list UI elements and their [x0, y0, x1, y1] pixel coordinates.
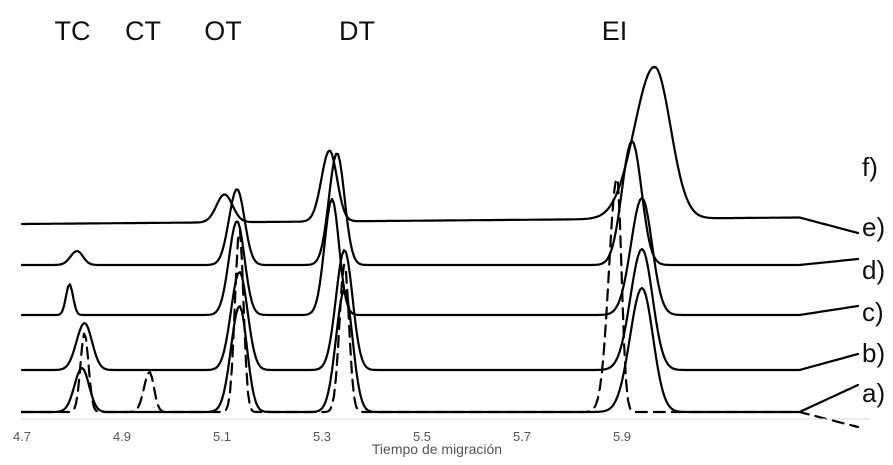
peak-label-ot: OT [204, 16, 242, 46]
x-tick-label: 5.1 [213, 429, 231, 444]
trace-f [20, 65, 860, 235]
trace-c [20, 247, 860, 372]
x-tick-label: 5.5 [413, 429, 431, 444]
peak-labels: TC CT OT DT EI [55, 16, 628, 46]
x-tick-label: 4.9 [113, 429, 131, 444]
trace-label-a: a) [862, 378, 885, 408]
peak-label-tc: TC [55, 16, 91, 46]
trace-labels: a) b) c) d) e) f) [862, 152, 885, 408]
trace-label-e: e) [862, 212, 885, 242]
x-tick-label: 5.7 [513, 429, 531, 444]
x-tick-labels: 4.7 4.9 5.1 5.3 5.5 5.7 5.9 [13, 429, 631, 444]
trace-b [20, 286, 860, 414]
peak-label-ct: CT [125, 16, 161, 46]
trace-d [20, 196, 860, 317]
x-axis-title: Tiempo de migración [372, 441, 502, 457]
x-tick-label: 5.9 [613, 429, 631, 444]
trace-label-d: d) [862, 255, 885, 285]
peak-label-dt: DT [339, 16, 375, 46]
trace-e [20, 139, 860, 267]
x-tick-label: 5.3 [313, 429, 331, 444]
traces [20, 65, 860, 429]
trace-label-b: b) [862, 338, 885, 368]
peak-label-ei: EI [602, 16, 628, 46]
x-tick-label: 4.7 [13, 429, 31, 444]
trace-label-c: c) [862, 297, 884, 327]
trace-a [20, 177, 860, 429]
trace-label-f: f) [862, 152, 878, 182]
